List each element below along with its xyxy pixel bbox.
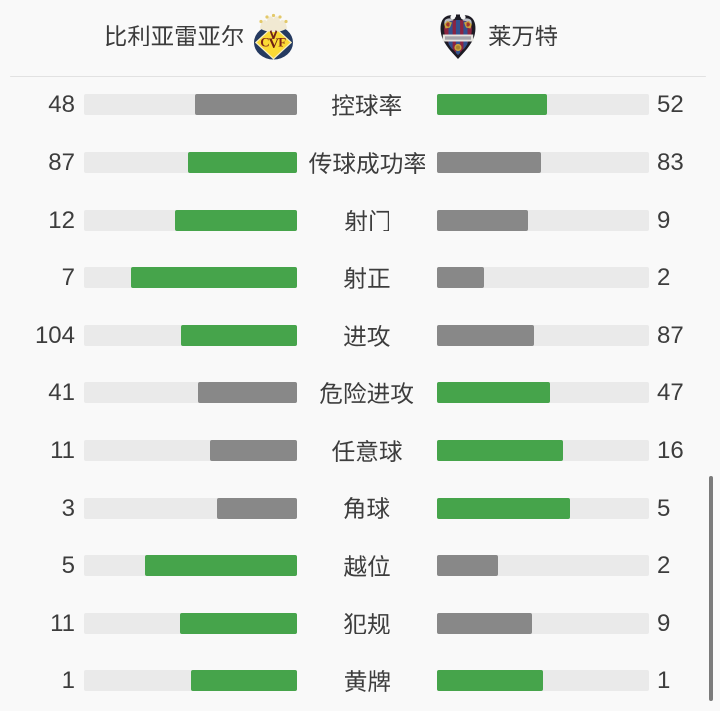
svg-text:C: C (260, 35, 269, 50)
svg-text:V: V (268, 36, 279, 52)
svg-text:F: F (278, 35, 286, 50)
